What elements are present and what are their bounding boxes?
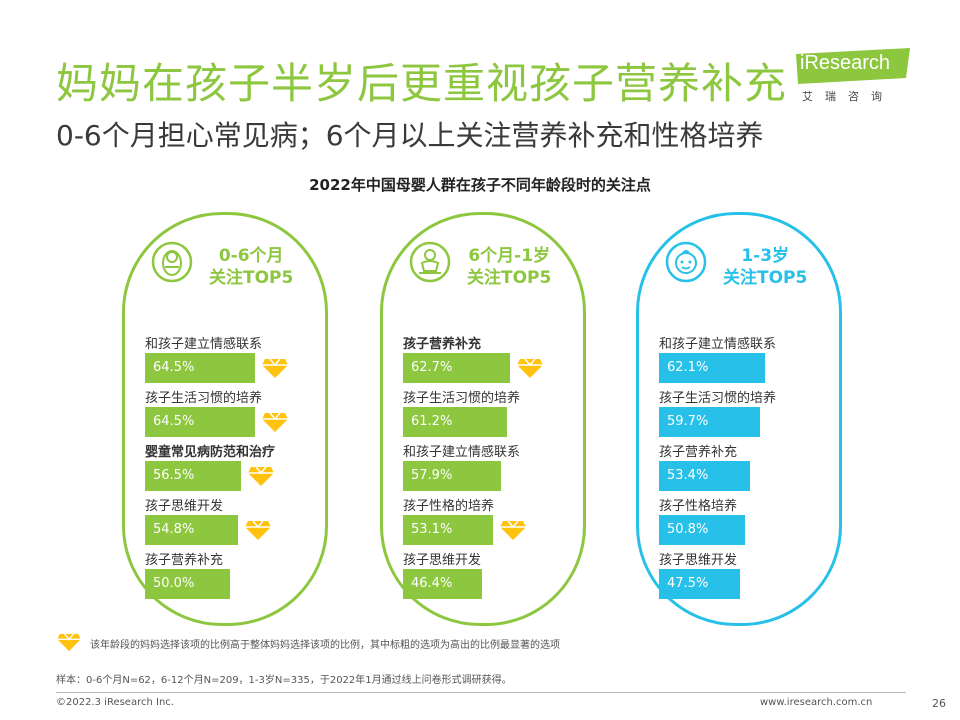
panel-heading-top5: 关注TOP5 <box>467 268 552 288</box>
bar-label: 孩子生活习惯的培养 <box>145 391 263 406</box>
diamond-icon <box>262 412 288 432</box>
logo-chinese: 艾瑞咨询 <box>802 90 894 103</box>
diamond-icon <box>245 520 271 540</box>
bar-value-label: 62.1% <box>667 360 709 375</box>
bar: 53.1% <box>403 515 493 545</box>
copyright: ©2022.3 iResearch Inc. <box>56 697 174 708</box>
panel-heading: 0-6个月 关注TOP5 <box>209 245 293 289</box>
panel-heading-top5: 关注TOP5 <box>723 268 808 288</box>
panel-heading-age: 1-3岁 <box>741 246 790 266</box>
bar-value-label: 61.2% <box>411 414 453 429</box>
website: www.iresearch.com.cn <box>760 697 873 708</box>
bar: 50.8% <box>659 515 745 545</box>
bar: 53.4% <box>659 461 750 491</box>
panel-heading: 6个月-1岁 关注TOP5 <box>467 245 551 289</box>
bar: 59.7% <box>659 407 760 437</box>
swaddled-baby-icon <box>151 241 193 283</box>
iresearch-logo: iResearch 艾瑞咨询 <box>794 48 912 106</box>
bar-label: 孩子思维开发 <box>659 553 738 568</box>
panel-heading-age: 6个月-1岁 <box>468 246 551 266</box>
chart-title: 2022年中国母婴人群在孩子不同年龄段时的关注点 <box>309 176 651 194</box>
legend-text: 该年龄段的妈妈选择该项的比例高于整体妈妈选择该项的比例，其中标粗的选项为高出的比… <box>90 640 560 651</box>
bar-label: 孩子思维开发 <box>145 499 224 514</box>
bar-value-label: 47.5% <box>667 576 709 591</box>
logo-swoosh-icon <box>796 48 910 84</box>
page-subtitle: 0-6个月担心常见病；6个月以上关注营养补充和性格培养 <box>56 119 764 152</box>
panel-heading-top5: 关注TOP5 <box>209 268 294 288</box>
age-panel-3: 1-3岁 关注TOP5 和孩子建立情感联系 62.1% 孩子生活习惯的培养 59.7% 孩子… <box>636 212 842 626</box>
diamond-icon <box>517 358 543 378</box>
logo-word: iResearch <box>800 52 891 74</box>
bar: 64.5% <box>145 407 255 437</box>
age-panel-2: 6个月-1岁 关注TOP5 孩子营养补充 62.7% 孩子生活习惯的培养 61.2% 和孩子… <box>380 212 586 626</box>
bar: 62.7% <box>403 353 510 383</box>
bar-value-label: 46.4% <box>411 576 453 591</box>
bar: 64.5% <box>145 353 255 383</box>
sample-note: 样本：0-6个月N=62，6-12个月N=209，1-3岁N=335，于2022… <box>56 675 512 686</box>
panel-heading-age: 0-6个月 <box>218 246 284 266</box>
diamond-icon <box>262 358 288 378</box>
bar-value-label: 53.4% <box>667 468 709 483</box>
sitting-baby-icon <box>409 241 451 283</box>
bar-value-label: 57.9% <box>411 468 453 483</box>
bar-label: 孩子性格培养 <box>659 499 738 514</box>
bar: 54.8% <box>145 515 238 545</box>
bar: 46.4% <box>403 569 482 599</box>
bar-label: 和孩子建立情感联系 <box>403 445 521 460</box>
bar-value-label: 56.5% <box>153 468 195 483</box>
page-title: 妈妈在孩子半岁后更重视孩子营养补充 <box>56 59 788 108</box>
bar: 47.5% <box>659 569 740 599</box>
bar-label: 孩子生活习惯的培养 <box>403 391 521 406</box>
bar-label: 孩子生活习惯的培养 <box>659 391 777 406</box>
bar: 62.1% <box>659 353 765 383</box>
bar-value-label: 62.7% <box>411 360 453 375</box>
footer-divider <box>56 692 906 693</box>
bar-value-label: 59.7% <box>667 414 709 429</box>
bar-label: 婴童常见病防范和治疗 <box>145 445 276 460</box>
age-panel-1: 0-6个月 关注TOP5 和孩子建立情感联系 64.5% 孩子生活习惯的培养 64.5% 婴… <box>122 212 328 626</box>
bar: 56.5% <box>145 461 241 491</box>
panel-heading: 1-3岁 关注TOP5 <box>723 245 807 289</box>
bar-value-label: 53.1% <box>411 522 453 537</box>
bar-value-label: 64.5% <box>153 414 195 429</box>
bar-label: 孩子营养补充 <box>403 337 482 352</box>
bar: 61.2% <box>403 407 507 437</box>
bar-value-label: 54.8% <box>153 522 195 537</box>
bar-label: 孩子思维开发 <box>403 553 482 568</box>
bar-value-label: 50.8% <box>667 522 709 537</box>
diamond-icon <box>248 466 274 486</box>
bar-value-label: 64.5% <box>153 360 195 375</box>
bar-value-label: 50.0% <box>153 576 195 591</box>
toddler-face-icon <box>665 241 707 283</box>
bar-label: 和孩子建立情感联系 <box>145 337 263 352</box>
bar: 57.9% <box>403 461 501 491</box>
bar-label: 孩子营养补充 <box>659 445 738 460</box>
legend-diamond-icon <box>57 633 81 652</box>
page-number: 26 <box>932 697 946 710</box>
bar: 50.0% <box>145 569 230 599</box>
bar-label: 孩子营养补充 <box>145 553 224 568</box>
diamond-icon <box>500 520 526 540</box>
bar-label: 和孩子建立情感联系 <box>659 337 777 352</box>
bar-label: 孩子性格的培养 <box>403 499 495 514</box>
